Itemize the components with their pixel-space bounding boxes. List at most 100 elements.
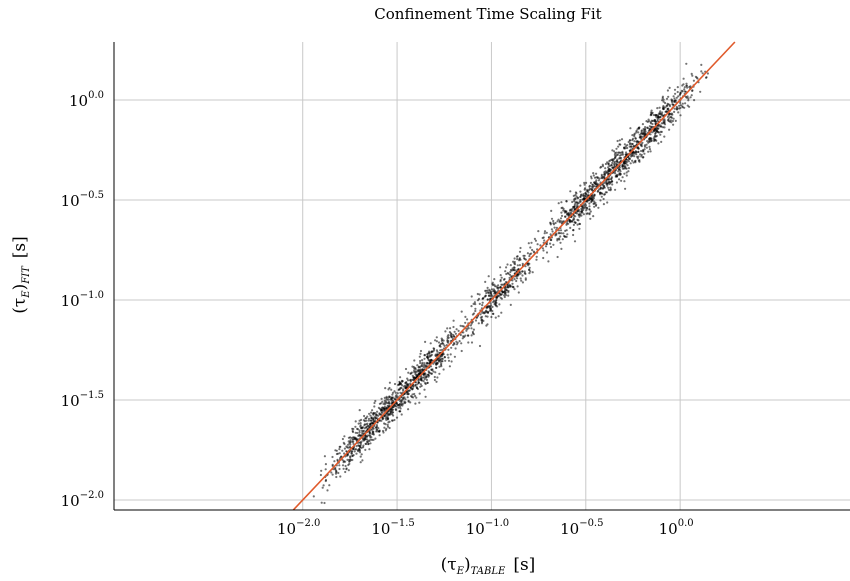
data-point: [559, 229, 563, 232]
data-point: [665, 97, 669, 100]
data-point: [662, 100, 665, 103]
data-point: [359, 455, 362, 458]
data-point: [609, 181, 612, 184]
data-point: [565, 235, 568, 238]
data-point: [593, 202, 596, 205]
data-point: [480, 319, 483, 322]
data-point: [443, 356, 446, 359]
data-point: [600, 186, 603, 189]
data-point: [659, 130, 662, 133]
x-axis-label: (τE)TABLE [s]: [441, 555, 536, 577]
data-point: [452, 325, 455, 329]
data-point: [578, 200, 581, 203]
data-point: [579, 190, 582, 193]
data-point: [452, 343, 455, 347]
data-point: [321, 486, 324, 489]
data-point: [578, 210, 581, 213]
data-point: [528, 268, 531, 271]
data-point: [418, 392, 421, 395]
data-point: [399, 407, 402, 410]
data-point: [597, 189, 600, 192]
data-point: [401, 380, 404, 383]
data-point: [648, 120, 651, 123]
data-point: [492, 301, 495, 304]
data-point: [354, 425, 357, 428]
data-point: [426, 354, 429, 358]
data-point: [417, 381, 420, 384]
data-point: [357, 422, 360, 425]
data-point: [346, 458, 349, 461]
data-point: [509, 270, 512, 274]
data-point: [419, 359, 422, 363]
data-point: [519, 258, 522, 261]
data-point: [682, 77, 685, 80]
data-point: [385, 427, 388, 430]
data-point: [660, 114, 663, 117]
data-point: [545, 251, 549, 254]
data-point: [661, 95, 665, 98]
data-point: [602, 184, 605, 187]
data-point: [513, 268, 516, 271]
data-point: [613, 153, 617, 156]
data-point: [549, 245, 553, 249]
data-point: [497, 289, 500, 292]
data-point: [438, 365, 441, 368]
data-point: [632, 161, 635, 164]
data-point: [425, 378, 428, 381]
data-point: [397, 404, 400, 407]
data-point: [656, 125, 660, 128]
data-point: [412, 385, 415, 388]
data-point: [341, 437, 344, 441]
data-point: [604, 162, 608, 166]
data-point: [670, 116, 673, 119]
data-point: [435, 340, 438, 343]
data-point: [364, 417, 367, 420]
data-point: [658, 123, 661, 126]
data-point: [532, 250, 535, 253]
data-point: [582, 213, 586, 216]
data-point: [527, 242, 530, 245]
data-point: [393, 390, 396, 393]
data-point: [378, 434, 381, 437]
data-point: [625, 167, 628, 170]
data-point: [388, 381, 391, 384]
data-point: [419, 352, 422, 355]
data-point: [618, 178, 621, 181]
data-point: [625, 162, 628, 165]
data-point: [666, 107, 669, 110]
data-point: [421, 361, 424, 364]
data-point: [608, 165, 611, 168]
data-point: [375, 430, 378, 433]
data-point: [496, 286, 499, 289]
data-point: [566, 233, 569, 236]
data-point: [348, 462, 351, 465]
data-point: [441, 360, 444, 363]
data-point: [488, 309, 492, 312]
data-point: [339, 455, 343, 458]
data-point: [392, 399, 395, 402]
data-point: [504, 294, 508, 297]
data-point: [654, 120, 658, 123]
data-point: [642, 127, 645, 131]
data-point: [629, 162, 632, 165]
data-point: [347, 469, 350, 472]
data-point: [320, 501, 323, 504]
data-point: [394, 398, 397, 401]
data-point: [348, 458, 351, 461]
data-point: [678, 104, 681, 107]
data-point: [395, 416, 399, 419]
data-point: [632, 144, 636, 148]
data-point: [638, 159, 641, 162]
axes: [113, 42, 850, 511]
data-point: [531, 248, 534, 252]
data-point: [633, 140, 636, 143]
data-point: [615, 151, 618, 154]
data-point: [432, 370, 435, 373]
data-point: [503, 294, 506, 297]
data-point: [521, 281, 525, 284]
data-point: [460, 342, 463, 345]
x-tick-label: 10−1.0: [466, 518, 509, 538]
data-point: [437, 341, 441, 344]
data-point: [419, 385, 422, 388]
data-point: [359, 424, 362, 427]
